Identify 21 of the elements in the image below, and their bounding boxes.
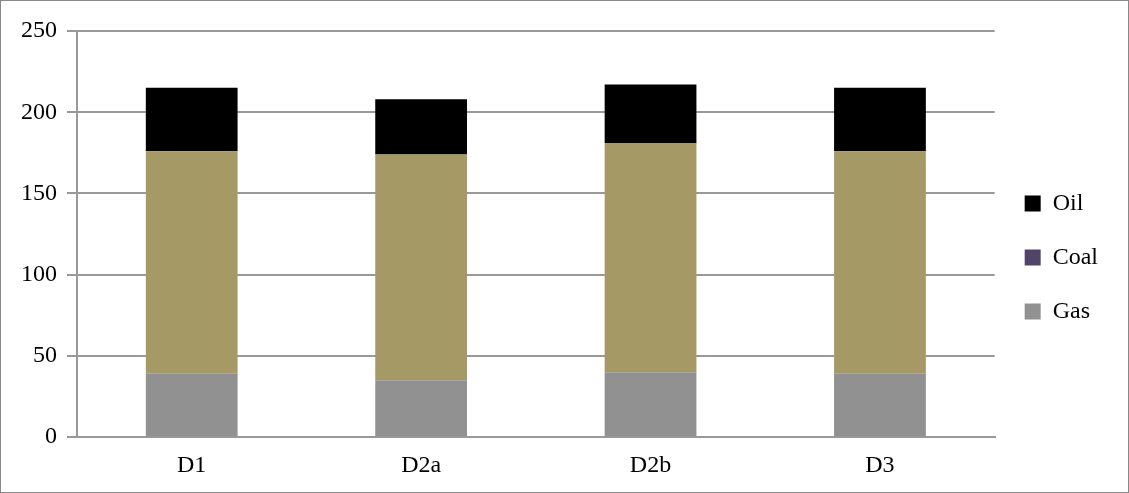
- bar: [145, 151, 238, 374]
- y-tick-label: 150: [21, 178, 57, 205]
- bar: [834, 87, 926, 152]
- x-tick-label: D1: [177, 450, 207, 477]
- y-tick-label: 250: [21, 16, 57, 43]
- y-tick-label: 100: [21, 260, 57, 287]
- bar: [604, 84, 697, 144]
- legend-label: Oil: [1052, 188, 1084, 215]
- x-tick-label: D3: [865, 450, 895, 477]
- legend-label: Coal: [1052, 242, 1099, 269]
- bar: [375, 99, 468, 155]
- legend-label: Gas: [1052, 296, 1090, 323]
- y-tick-label: 0: [45, 422, 57, 449]
- bar: [604, 143, 697, 373]
- x-tick-label: D2a: [401, 450, 442, 477]
- y-tick-label: 200: [21, 97, 57, 124]
- y-tick-label: 50: [33, 341, 57, 368]
- bar: [834, 151, 926, 374]
- bar: [145, 87, 238, 152]
- bar: [375, 154, 468, 381]
- x-tick-label: D2b: [629, 450, 672, 477]
